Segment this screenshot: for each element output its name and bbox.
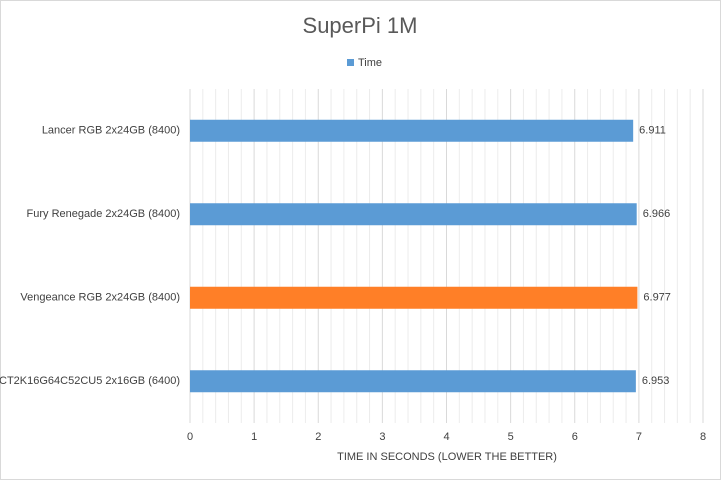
x-tick-label: 1 — [251, 431, 257, 443]
x-tick-label: 0 — [187, 431, 193, 443]
x-tick-label: 8 — [700, 431, 706, 443]
y-tick-label: CT2K16G64C52CU5 2x16GB (6400) — [0, 375, 180, 387]
x-tick-label: 7 — [636, 431, 642, 443]
bar — [190, 203, 637, 226]
y-tick-label: Lancer RGB 2x24GB (8400) — [42, 125, 180, 137]
x-axis-title: TIME IN SECONDS (LOWER THE BETTER) — [337, 451, 557, 463]
data-label: 6.977 — [643, 292, 671, 304]
chart-title: SuperPi 1M — [303, 13, 418, 38]
legend-swatch — [347, 59, 354, 66]
x-tick-label: 3 — [379, 431, 385, 443]
x-tick-label: 6 — [572, 431, 578, 443]
x-tick-label: 2 — [315, 431, 321, 443]
y-tick-label: Vengeance RGB 2x24GB (8400) — [20, 292, 180, 304]
bar — [190, 119, 634, 142]
bar — [190, 286, 638, 309]
x-tick-label: 4 — [443, 431, 449, 443]
legend-label: Time — [358, 57, 382, 69]
bar — [190, 370, 636, 393]
data-label: 6.953 — [642, 375, 670, 387]
data-label: 6.911 — [639, 125, 666, 137]
y-tick-label: Fury Renegade 2x24GB (8400) — [27, 208, 180, 220]
data-label: 6.966 — [643, 208, 671, 220]
x-tick-label: 5 — [508, 431, 514, 443]
